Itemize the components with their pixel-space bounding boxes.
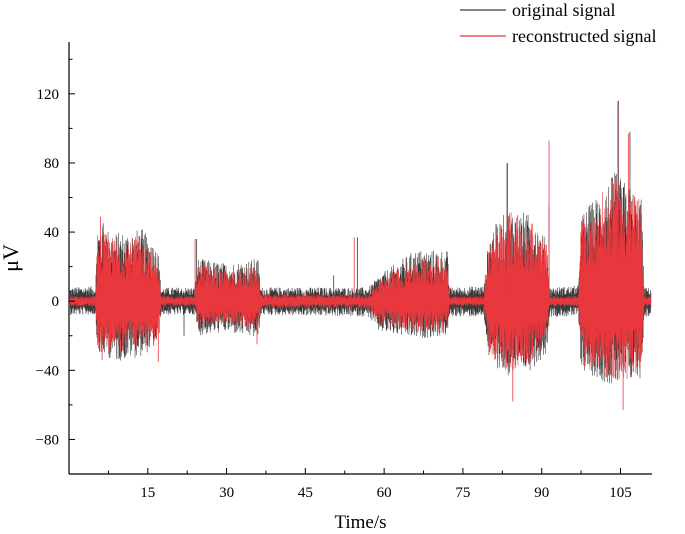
y-tick-label: −80 (36, 432, 59, 448)
y-tick-label: −40 (36, 363, 59, 379)
x-tick-label: 30 (219, 485, 234, 501)
x-tick-label: 105 (609, 485, 632, 501)
y-axis-title: μV (0, 244, 23, 272)
legend: original signal reconstructed signal (460, 0, 656, 46)
series-original-signal (69, 100, 652, 384)
x-tick-label: 75 (455, 485, 470, 501)
y-tick-label: 80 (44, 156, 59, 172)
axes: −80 −40 0 40 80 120 15 30 45 60 75 90 105 Time/s μV (0, 42, 652, 533)
series-reconstructed-signal (69, 100, 652, 411)
x-tick-label: 90 (534, 485, 549, 501)
x-axis-title: Time/s (334, 512, 386, 533)
x-tick-label: 60 (377, 485, 392, 501)
y-tick-label: 120 (37, 87, 60, 103)
legend-label: reconstructed signal (512, 26, 656, 46)
x-tick-label: 45 (298, 485, 313, 501)
x-tick-label: 15 (140, 485, 155, 501)
legend-item: reconstructed signal (460, 26, 656, 46)
legend-item: original signal (460, 0, 615, 20)
y-tick-label: 40 (44, 225, 59, 241)
legend-label: original signal (512, 0, 615, 20)
y-tick-label: 0 (52, 294, 60, 310)
plot-area (69, 100, 652, 411)
series-line (69, 178, 652, 379)
